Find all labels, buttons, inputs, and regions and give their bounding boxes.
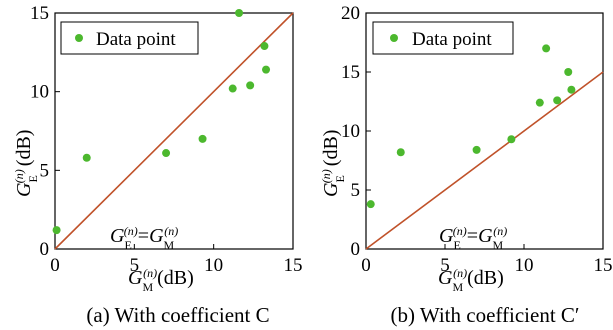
ylabel-sup: (n)	[12, 169, 26, 183]
data-points	[366, 44, 576, 209]
y-tick-label: 10	[341, 121, 360, 142]
legend-label: Data point	[412, 29, 492, 50]
x-tick-label: 0	[50, 255, 60, 276]
legend: Data point	[60, 21, 199, 55]
data-point	[246, 81, 255, 90]
ylabel-g: G	[13, 182, 35, 197]
eq-rhs-sub: M	[164, 238, 175, 252]
ticks: 0 5 10 15 0 5 10 15 20	[341, 3, 613, 276]
data-points	[52, 9, 271, 235]
ylabel-unit: (dB)	[13, 130, 35, 167]
eq-rhs-sup: (n)	[164, 224, 178, 238]
eq-lhs-g: G	[110, 225, 125, 247]
eq-rhs-g: G	[478, 225, 493, 247]
eq-equals: =	[467, 225, 478, 247]
data-point	[82, 153, 91, 162]
legend: Data point	[372, 21, 514, 55]
data-point	[472, 145, 481, 154]
equation-label: GE(n)=GM(n)	[439, 224, 507, 252]
reference-line	[54, 12, 294, 250]
data-point	[567, 85, 576, 94]
x-tick-label: 5	[440, 255, 450, 276]
eq-lhs-sub: E	[453, 238, 460, 252]
legend-label: Data point	[96, 29, 176, 50]
y-axis-label: GE(n) (dB)	[319, 130, 347, 197]
data-point	[535, 98, 544, 107]
eq-rhs-sub: M	[493, 238, 504, 252]
data-point	[553, 96, 562, 105]
x-axis-label: GM(n)(dB)	[128, 266, 194, 294]
legend-marker	[390, 34, 398, 42]
xlabel-unit: (dB)	[467, 267, 504, 289]
legend-box	[60, 21, 199, 55]
ylabel-sub: E	[333, 175, 347, 182]
legend-marker	[75, 34, 83, 42]
xlabel-sub: M	[142, 280, 153, 294]
ylabel-sub: E	[26, 175, 40, 182]
data-point	[162, 149, 171, 158]
x-tick-label: 15	[594, 255, 613, 276]
xlabel-sup: (n)	[453, 266, 467, 280]
data-point	[507, 135, 516, 144]
data-point	[396, 148, 405, 157]
eq-lhs-sub: E	[124, 238, 131, 252]
x-axis-label: GM(n)(dB)	[438, 266, 504, 294]
y-tick-label: 5	[40, 160, 50, 181]
panel-caption: (b) With coefficient C′	[391, 303, 580, 327]
x-tick-label: 10	[204, 255, 223, 276]
xlabel-g: G	[438, 267, 453, 289]
data-point	[228, 84, 237, 93]
plot-frame	[54, 12, 294, 250]
y-tick-label: 10	[30, 82, 49, 103]
ylabel-sup: (n)	[319, 169, 333, 183]
eq-equals: =	[138, 225, 149, 247]
x-tick-label: 5	[130, 255, 140, 276]
x-tick-label: 0	[361, 255, 371, 276]
y-tick-label: 15	[30, 3, 49, 24]
xlabel-unit: (dB)	[157, 267, 194, 289]
equation-label: GE(n)=GM(n)	[110, 224, 178, 252]
xlabel-sub: M	[452, 280, 463, 294]
data-point	[235, 9, 244, 17]
y-tick-label: 20	[341, 3, 360, 24]
ticks: 0 5 10 15 0 5 10 15	[30, 3, 303, 276]
xlabel-g: G	[128, 267, 143, 289]
reference-line	[365, 71, 604, 250]
data-point	[542, 44, 551, 53]
ylabel-g: G	[320, 182, 342, 197]
data-point	[198, 134, 207, 143]
eq-lhs-sup: (n)	[124, 224, 138, 238]
data-point	[260, 42, 269, 51]
data-point	[262, 65, 271, 74]
y-tick-label: 0	[40, 239, 50, 260]
eq-rhs-sup: (n)	[493, 224, 507, 238]
y-tick-label: 5	[351, 180, 361, 201]
data-point	[366, 200, 375, 209]
data-point	[52, 226, 61, 235]
eq-lhs-g: G	[439, 225, 454, 247]
xlabel-sup: (n)	[143, 266, 157, 280]
panel-caption: (a) With coefficient C	[86, 303, 269, 327]
eq-lhs-sup: (n)	[453, 224, 467, 238]
y-tick-label: 15	[341, 62, 360, 83]
ylabel-unit: (dB)	[320, 130, 342, 167]
x-tick-label: 10	[515, 255, 534, 276]
eq-rhs-g: G	[149, 225, 164, 247]
y-axis-label: GE(n) (dB)	[12, 130, 40, 197]
y-tick-label: 0	[351, 239, 361, 260]
data-point	[564, 68, 573, 76]
x-tick-label: 15	[284, 255, 303, 276]
